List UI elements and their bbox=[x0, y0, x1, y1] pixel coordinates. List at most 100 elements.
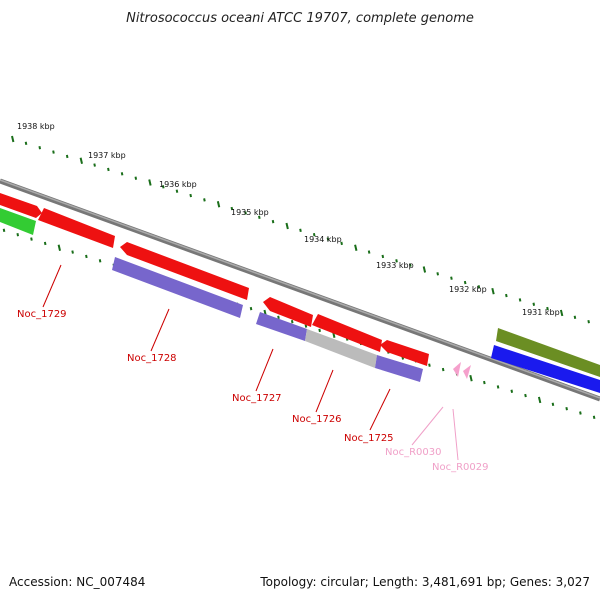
gene-arrow[interactable] bbox=[263, 297, 313, 327]
gene-label-noc1725[interactable]: Noc_1725 bbox=[344, 433, 394, 444]
outer-minor-tick bbox=[463, 280, 467, 285]
outer-major-tick bbox=[354, 244, 358, 251]
inner-minor-tick bbox=[30, 237, 33, 241]
outer-minor-tick bbox=[120, 172, 124, 176]
outer-minor-tick bbox=[573, 315, 577, 319]
outer-minor-tick bbox=[532, 302, 536, 306]
inner-minor-tick bbox=[496, 385, 500, 389]
rna-arrow[interactable] bbox=[463, 365, 471, 379]
inner-minor-tick bbox=[43, 241, 47, 246]
outer-minor-tick bbox=[244, 211, 247, 215]
leader-noc1727 bbox=[255, 348, 274, 392]
accession-text: Accession: NC_007484 bbox=[9, 575, 146, 589]
outer-minor-tick bbox=[436, 272, 439, 276]
outer-minor-tick bbox=[175, 189, 179, 193]
outer-minor-tick bbox=[65, 154, 69, 159]
leader-noc1728 bbox=[150, 308, 170, 352]
gene-label-nocr0030[interactable]: Noc_R0030 bbox=[385, 447, 442, 458]
tick-label-1937: 1937 kbp bbox=[88, 151, 126, 160]
outer-minor-tick bbox=[258, 215, 261, 219]
tick-label-1934: 1934 kbp bbox=[304, 235, 342, 244]
kbp-labels: 1938 kbp 1937 kbp 1936 kbp 1935 kbp 1934… bbox=[17, 122, 560, 317]
outer-minor-tick bbox=[52, 150, 55, 154]
genome-backbone-highlight bbox=[0, 179, 600, 399]
genome-backbone bbox=[0, 178, 600, 402]
gene-arrow[interactable] bbox=[0, 193, 42, 218]
outer-minor-tick bbox=[299, 228, 302, 233]
gene-labels: Noc_1729 Noc_1728 Noc_1727 Noc_1726 Noc_… bbox=[17, 309, 489, 473]
outer-major-tick bbox=[559, 309, 564, 317]
outer-minor-tick bbox=[395, 259, 398, 263]
outer-minor-tick bbox=[24, 141, 28, 146]
gene-arrow[interactable] bbox=[120, 242, 249, 300]
outer-major-tick bbox=[216, 201, 221, 208]
outer-minor-tick bbox=[477, 285, 481, 289]
outer-major-tick bbox=[148, 179, 152, 186]
outer-minor-tick bbox=[312, 232, 316, 237]
inner-minor-tick bbox=[290, 319, 294, 324]
tick-label-1933: 1933 kbp bbox=[376, 261, 414, 270]
olive-feature[interactable] bbox=[496, 328, 600, 377]
gene-arrow[interactable] bbox=[380, 340, 429, 366]
inner-minor-tick bbox=[277, 315, 280, 320]
outer-minor-tick bbox=[189, 193, 192, 198]
outer-minor-tick bbox=[93, 163, 96, 167]
outer-minor-tick bbox=[408, 263, 412, 267]
outer-minor-tick bbox=[326, 237, 330, 241]
gene-label-noc1727[interactable]: Noc_1727 bbox=[232, 393, 282, 404]
tick-label-1935: 1935 kbp bbox=[231, 208, 269, 217]
gene-arrow[interactable] bbox=[38, 208, 115, 248]
rna-features bbox=[453, 362, 471, 379]
inner-minor-tick bbox=[441, 367, 445, 372]
inner-minor-tick bbox=[565, 406, 568, 411]
outer-minor-tick bbox=[38, 146, 42, 150]
leader-nocr0029 bbox=[452, 408, 459, 461]
outer-minor-tick bbox=[367, 250, 371, 254]
inner-minor-tick bbox=[318, 328, 321, 333]
inner-minor-tick bbox=[304, 324, 308, 328]
gene-arrow[interactable] bbox=[375, 355, 423, 382]
outer-minor-tick bbox=[134, 176, 138, 180]
inner-minor-tick bbox=[249, 306, 253, 311]
gene-arrow[interactable] bbox=[112, 257, 243, 318]
inner-major-tick bbox=[469, 374, 473, 382]
outer-minor-tick bbox=[161, 185, 165, 189]
gene-arrow[interactable] bbox=[312, 314, 382, 352]
inner-tick-ring bbox=[2, 228, 596, 420]
outer-minor-tick bbox=[381, 254, 385, 259]
outer-minor-tick bbox=[230, 206, 234, 211]
outer-minor-tick bbox=[546, 306, 549, 311]
rna-arrow[interactable] bbox=[453, 362, 461, 377]
reverse-strand-features bbox=[0, 208, 600, 393]
gene-label-noc1726[interactable]: Noc_1726 bbox=[292, 414, 342, 425]
outer-major-tick bbox=[79, 157, 83, 164]
outer-minor-tick bbox=[505, 293, 508, 298]
inner-minor-tick bbox=[551, 402, 555, 406]
green-feature[interactable] bbox=[0, 208, 36, 235]
tick-label-1932: 1932 kbp bbox=[449, 285, 487, 294]
gene-label-noc1729[interactable]: Noc_1729 bbox=[17, 309, 67, 320]
gene-label-noc1728[interactable]: Noc_1728 bbox=[127, 353, 177, 364]
inner-minor-tick bbox=[98, 259, 102, 263]
outer-major-tick bbox=[11, 135, 15, 143]
pseudo-feature[interactable] bbox=[305, 329, 377, 368]
inner-minor-tick bbox=[524, 393, 527, 398]
forward-strand-features bbox=[0, 193, 600, 377]
leader-noc1726 bbox=[315, 369, 334, 413]
outer-minor-tick bbox=[587, 319, 590, 324]
inner-minor-tick bbox=[510, 389, 514, 393]
outer-minor-tick bbox=[518, 298, 522, 302]
outer-minor-tick bbox=[271, 219, 275, 224]
gene-label-nocr0029[interactable]: Noc_R0029 bbox=[432, 462, 489, 473]
inner-minor-tick bbox=[85, 254, 88, 259]
blue-feature[interactable] bbox=[491, 345, 600, 393]
genome-summary-text: Topology: circular; Length: 3,481,691 bp… bbox=[260, 575, 590, 589]
inner-minor-tick bbox=[483, 380, 486, 385]
tick-label-1938: 1938 kbp bbox=[17, 122, 55, 131]
outer-minor-tick bbox=[203, 198, 206, 202]
outer-major-tick bbox=[491, 287, 495, 295]
gene-arrow[interactable] bbox=[256, 312, 307, 341]
outer-minor-tick bbox=[450, 276, 453, 280]
outer-minor-tick bbox=[107, 167, 110, 172]
